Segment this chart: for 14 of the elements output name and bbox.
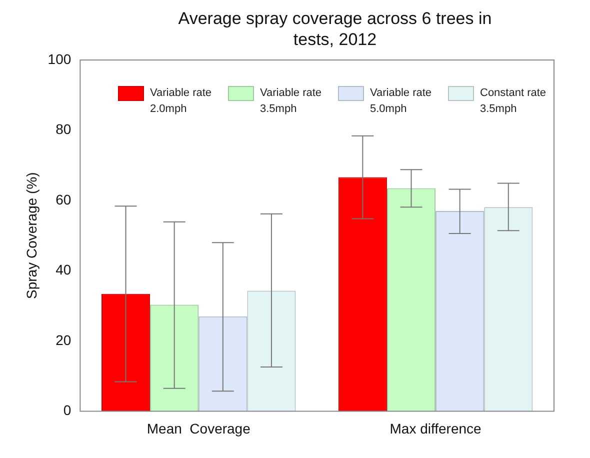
legend-label: Variable rate 3.5mph bbox=[260, 86, 323, 117]
y-axis-title: Spray Coverage (%) bbox=[23, 172, 40, 300]
legend-label: Variable rate 2.0mph bbox=[150, 86, 213, 117]
legend-label: Variable rate 5.0mph bbox=[370, 86, 433, 117]
x-tick-label: Max difference bbox=[390, 420, 482, 436]
legend-label: Constant rate 3.5mph bbox=[480, 86, 548, 117]
y-tick-label: 80 bbox=[56, 121, 72, 138]
y-tick-label: 0 bbox=[63, 402, 72, 418]
x-tick-label: Mean Coverage bbox=[146, 420, 251, 436]
y-tick-label: 60 bbox=[56, 191, 72, 208]
y-tick-label: 100 bbox=[48, 50, 72, 67]
chart-title: Average spray coverage across 6 trees in tests, 2012 bbox=[177, 8, 493, 50]
y-tick-label: 40 bbox=[56, 262, 72, 278]
y-tick-label: 20 bbox=[56, 332, 72, 348]
